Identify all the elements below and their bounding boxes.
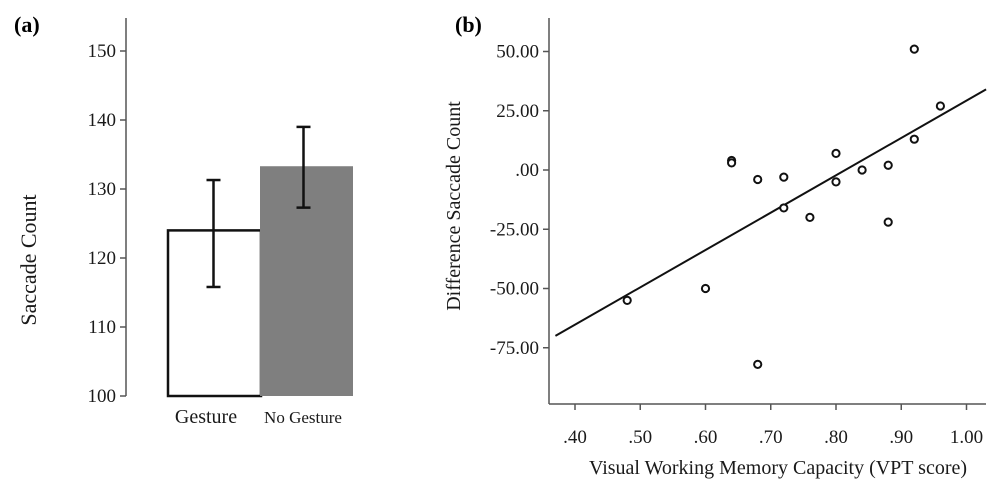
panel-b-x-tick-label: .60	[694, 427, 718, 448]
panel-b-point	[753, 174, 763, 185]
panel-b-x-tick-label: .90	[889, 427, 913, 448]
panel-a-x-label: Gesture	[175, 406, 237, 428]
panel-b-point	[883, 217, 893, 227]
panel-b-y-tick-label: 50.00	[496, 42, 539, 63]
panel-b-point	[727, 158, 737, 168]
panel-a-ylabel: Saccade Count	[16, 194, 41, 325]
panel-b-x-tick-label: .50	[628, 427, 652, 448]
panel-a-x-labels: Gesture No Gesture	[175, 406, 342, 428]
panel-b-point	[857, 165, 867, 175]
panel-a-y-tick-label: 110	[88, 317, 116, 338]
panel-a-y-ticks: 100 110 120 130 140 150	[88, 41, 126, 407]
panel-b-point	[909, 44, 919, 54]
panel-b-points	[622, 44, 946, 369]
panel-a-y-tick-label: 140	[88, 110, 117, 131]
panel-b-ylabel: Difference Saccade Count	[443, 101, 465, 311]
panel-b-x-tick-label: 1.00	[950, 427, 983, 448]
panel-b-y-ticks: 50.00 25.00 .00 -25.00 -50.00 -75.00	[490, 42, 549, 359]
panel-b: (b) Difference Saccade Count Visual Work…	[443, 12, 987, 479]
panel-a-y-tick-label: 100	[88, 386, 117, 407]
panel-b-x-tick-label: .40	[563, 427, 587, 448]
panel-b-point	[831, 177, 841, 187]
panel-a-error-bars	[206, 125, 311, 289]
panel-b-x-tick-label: .70	[759, 427, 783, 448]
panel-b-point	[779, 203, 789, 213]
panel-a-bar	[260, 166, 353, 396]
panel-b-y-tick-label: -75.00	[490, 338, 539, 359]
panel-a-label: (a)	[14, 12, 40, 37]
panel-b-point	[779, 172, 789, 182]
panel-a: (a) Saccade Count 100 110 120 130 140 150 Ges…	[14, 12, 353, 428]
panel-a-y-tick-label: 120	[88, 248, 117, 269]
panel-a-y-tick-label: 150	[88, 41, 117, 62]
panel-a-y-tick-label: 130	[88, 179, 117, 200]
panel-b-fit-line	[554, 88, 987, 337]
panel-b-x-ticks: .40 .50 .60 .70 .80 .90 1.00	[563, 404, 983, 448]
panel-b-point	[935, 101, 946, 111]
panel-b-xlabel: Visual Working Memory Capacity (VPT scor…	[589, 457, 967, 479]
panel-b-y-tick-label: 25.00	[496, 101, 539, 122]
panel-a-bars	[166, 166, 353, 398]
panel-b-y-tick-label: .00	[515, 160, 539, 181]
panel-b-point	[883, 160, 893, 170]
panel-b-x-tick-label: .80	[824, 427, 848, 448]
panel-b-y-tick-label: -25.00	[490, 219, 539, 240]
panel-b-y-tick-label: -50.00	[490, 279, 539, 300]
panel-a-x-label: No Gesture	[264, 408, 342, 427]
panel-b-fit-line-group	[554, 88, 987, 337]
panel-b-point	[909, 134, 919, 144]
panel-b-point	[805, 212, 815, 222]
panel-b-point	[622, 295, 632, 305]
panel-b-label: (b)	[455, 12, 482, 37]
panel-b-point	[831, 148, 841, 159]
panel-b-point	[700, 283, 711, 294]
panel-b-point	[753, 359, 763, 369]
